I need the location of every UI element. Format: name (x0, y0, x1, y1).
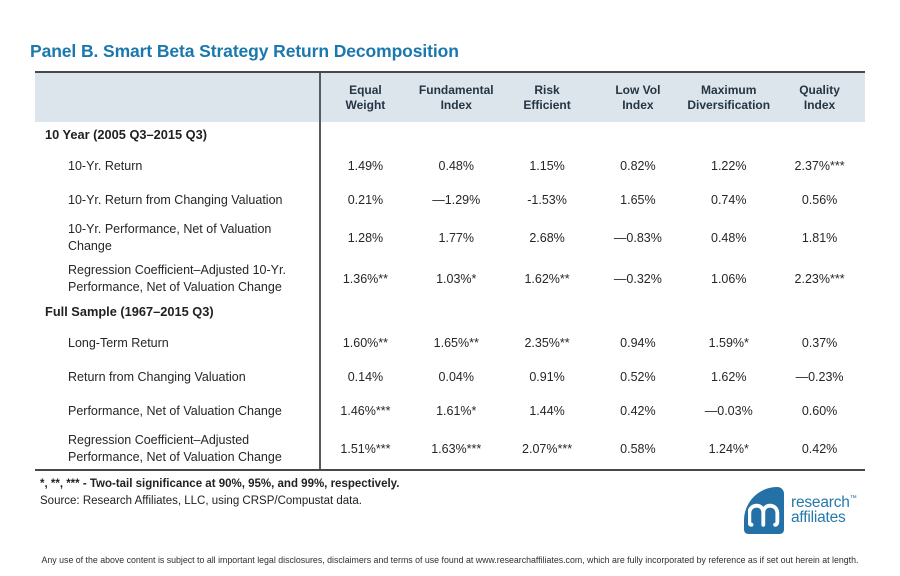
table-cell: 0.94% (620, 336, 656, 350)
table-cell: 1.24%* (708, 441, 749, 456)
table-cell: —0.23% (795, 370, 844, 384)
source-footnote: Source: Research Affiliates, LLC, using … (40, 494, 362, 507)
table-cell: 2.35%** (524, 336, 570, 350)
page-title: Panel B. Smart Beta Strategy Return Deco… (30, 41, 459, 61)
logo-line-affiliates: affiliates (791, 509, 846, 526)
logo-line-research: research™ (791, 494, 857, 511)
row-label: 10-Yr. Return from Changing Valuation (68, 192, 283, 207)
section-label: Full Sample (1967–2015 Q3) (45, 304, 214, 320)
column-header-maximum-diversification: Maximum Diversification (687, 82, 771, 112)
return-decomposition-table: Equal Weight Fundamental Index Risk Effi… (35, 71, 865, 471)
table-cell: -1.53% (527, 193, 567, 207)
column-header-low-vol-index: Low Vol Index (615, 82, 661, 112)
table-cell: 0.58% (620, 441, 656, 456)
trademark-symbol: ™ (849, 495, 857, 502)
section-label: 10 Year (2005 Q3–2015 Q3) (45, 127, 207, 143)
row-label: Regression Coefficient–Adjusted 10-Yr. P… (68, 263, 286, 294)
table-cell: 1.51%*** (340, 441, 391, 456)
table-cell: 1.81% (801, 230, 838, 245)
table-cell: 1.28% (347, 230, 384, 245)
table-cell: 1.77% (438, 230, 474, 245)
row-label: Long-Term Return (68, 335, 169, 350)
table-row-return-changing-valuation: Return from Changing Valuation 0.14% 0.0… (35, 360, 865, 394)
table-cell: 1.36%** (342, 271, 388, 286)
table-cell: 1.44% (529, 404, 565, 418)
row-label: 10-Yr. Performance, Net of Valuation Cha… (68, 222, 272, 253)
section-row-full-sample: Full Sample (1967–2015 Q3) (35, 299, 865, 326)
column-header-equal-weight: Equal Weight (345, 82, 386, 112)
table-cell: 0.56% (801, 193, 838, 207)
table-cell: 0.42% (620, 404, 656, 418)
table-cell: 1.61%* (436, 404, 477, 418)
column-header-quality-index: Quality Index (799, 82, 840, 112)
table-row-long-term-return: Long-Term Return 1.60%** 1.65%** 2.35%**… (35, 326, 865, 360)
table-cell: 0.21% (347, 193, 384, 207)
table-row-regression-adjusted-10yr: Regression Coefficient–Adjusted 10-Yr. P… (35, 258, 865, 299)
table-cell: 1.06% (711, 271, 747, 286)
footnotes: *, **, *** - Two-tail significance at 90… (40, 476, 399, 509)
table-cell: 1.62% (711, 370, 747, 384)
table-row-regression-adjusted-performance: Regression Coefficient–Adjusted Performa… (35, 428, 865, 469)
significance-footnote: *, **, *** - Two-tail significance at 90… (40, 478, 400, 490)
table-cell: 1.22% (711, 159, 747, 173)
header-label-spacer (35, 73, 320, 122)
table-cell: 1.15% (529, 159, 565, 173)
table-cell: 1.60%** (342, 336, 388, 350)
table-cell: 0.04% (438, 370, 474, 384)
table-cell: 0.52% (620, 370, 656, 384)
table-cell: —1.29% (432, 193, 481, 207)
table-cell: —0.03% (704, 404, 753, 418)
table-cell: 1.65%** (433, 336, 479, 350)
table-cell: 0.91% (529, 370, 565, 384)
table-cell: 1.03%* (436, 271, 477, 286)
table-cell: 0.42% (801, 441, 838, 456)
column-header-risk-efficient: Risk Efficient (523, 82, 571, 112)
section-row-10-year: 10 Year (2005 Q3–2015 Q3) (35, 122, 865, 149)
logo-wordmark: research™ affiliates (791, 487, 857, 526)
row-label: Performance, Net of Valuation Change (68, 403, 282, 418)
table-cell: 0.37% (801, 336, 838, 350)
table-cell: 1.63%*** (431, 441, 482, 456)
table-cell: 0.60% (801, 404, 838, 418)
ra-monogram-glyph (748, 503, 780, 527)
table-cell: 1.62%** (524, 271, 570, 286)
table-cell: 1.46%*** (340, 404, 391, 418)
table-header-row: Equal Weight Fundamental Index Risk Effi… (35, 73, 865, 122)
table-column-divider (319, 73, 321, 469)
row-label: Return from Changing Valuation (68, 369, 246, 384)
table-cell: 0.48% (438, 159, 474, 173)
table-cell: 0.74% (711, 193, 747, 207)
row-label: Regression Coefficient–Adjusted Performa… (68, 433, 282, 464)
table-row-10yr-performance-net: 10-Yr. Performance, Net of Valuation Cha… (35, 217, 865, 258)
row-label: 10-Yr. Return (68, 158, 143, 173)
table-cell: —0.32% (613, 271, 662, 286)
table-cell: —0.83% (613, 230, 662, 245)
table-row-10yr-return: 10-Yr. Return 1.49% 0.48% 1.15% 0.82% 1.… (35, 149, 865, 183)
ra-monogram-icon (744, 487, 784, 534)
table-cell: 0.14% (347, 370, 384, 384)
table-row-performance-net: Performance, Net of Valuation Change 1.4… (35, 394, 865, 428)
table-cell: 2.37%*** (794, 159, 845, 173)
research-affiliates-logo: research™ affiliates (744, 487, 857, 534)
column-header-fundamental-index: Fundamental Index (418, 82, 494, 112)
table-cell: 0.48% (711, 230, 747, 245)
table-cell: 2.68% (529, 230, 565, 245)
table-cell: 2.07%*** (522, 441, 573, 456)
table-row-10yr-return-changing-valuation: 10-Yr. Return from Changing Valuation 0.… (35, 183, 865, 217)
table-cell: 0.82% (620, 159, 656, 173)
table-cell: 1.49% (347, 159, 384, 173)
table-cell: 1.59%* (708, 336, 749, 350)
legal-disclaimer: Any use of the above content is subject … (41, 555, 859, 565)
table-cell: 1.65% (620, 193, 656, 207)
table-cell: 2.23%*** (794, 271, 845, 286)
